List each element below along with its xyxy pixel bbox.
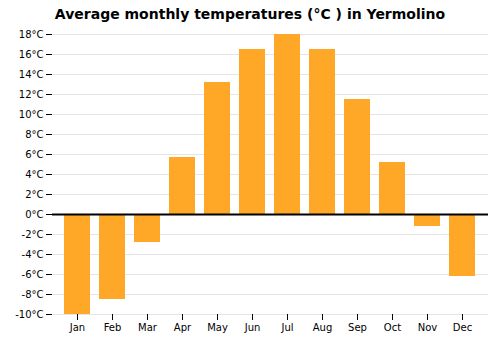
svg-text:-10°C: -10°C bbox=[15, 309, 43, 320]
svg-text:Aug: Aug bbox=[313, 322, 333, 333]
svg-text:0°C: 0°C bbox=[25, 209, 43, 220]
svg-text:Jun: Jun bbox=[244, 322, 261, 333]
svg-text:-4°C: -4°C bbox=[22, 249, 44, 260]
svg-text:Nov: Nov bbox=[418, 322, 438, 333]
svg-text:16°C: 16°C bbox=[19, 49, 44, 60]
svg-text:10°C: 10°C bbox=[19, 109, 44, 120]
svg-text:Apr: Apr bbox=[174, 322, 192, 333]
svg-text:Sep: Sep bbox=[348, 322, 367, 333]
svg-text:May: May bbox=[207, 322, 228, 333]
svg-text:12°C: 12°C bbox=[19, 89, 44, 100]
svg-text:-6°C: -6°C bbox=[22, 269, 44, 280]
svg-text:Oct: Oct bbox=[384, 322, 401, 333]
svg-text:6°C: 6°C bbox=[25, 149, 43, 160]
svg-text:8°C: 8°C bbox=[25, 129, 43, 140]
svg-text:Dec: Dec bbox=[453, 322, 472, 333]
svg-text:Jan: Jan bbox=[69, 322, 85, 333]
svg-text:2°C: 2°C bbox=[25, 189, 43, 200]
html-text:Average monthly temperatures (: Average monthly temperatures (°C ) in Ye… bbox=[54, 6, 446, 22]
svg-text:14°C: 14°C bbox=[19, 69, 44, 80]
svg-text:Mar: Mar bbox=[138, 322, 158, 333]
svg-text:4°C: 4°C bbox=[25, 169, 43, 180]
svg-text:-2°C: -2°C bbox=[22, 229, 44, 240]
svg-text:-8°C: -8°C bbox=[22, 289, 44, 300]
svg-text:18°C: 18°C bbox=[19, 29, 44, 40]
svg-text:Jul: Jul bbox=[280, 322, 293, 333]
svg-text:Feb: Feb bbox=[104, 322, 122, 333]
